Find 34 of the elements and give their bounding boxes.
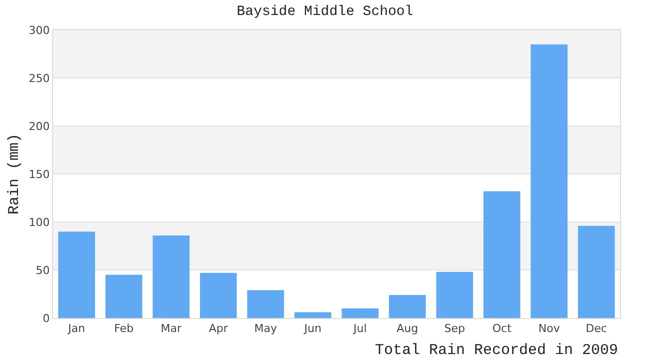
x-tick-label: Apr	[208, 322, 228, 336]
bar	[388, 294, 426, 318]
y-tick-label: 0	[42, 312, 50, 325]
y-tick-label: 100	[28, 216, 50, 229]
bar	[294, 312, 332, 318]
x-tick-label: Aug	[396, 322, 418, 336]
bar	[342, 308, 379, 318]
bar	[105, 274, 142, 318]
x-axis-title: Total Rain Recorded in 2009	[375, 342, 618, 359]
chart-title: Bayside Middle School	[236, 4, 414, 20]
x-tick-label: Jul	[352, 322, 367, 336]
bar	[530, 44, 568, 318]
bar	[200, 272, 237, 318]
bar	[247, 290, 284, 318]
x-tick-label: Jun	[303, 322, 322, 336]
x-tick-label: Dec	[586, 322, 608, 336]
y-tick-label: 250	[28, 72, 50, 85]
x-tick-label: Mar	[160, 322, 182, 336]
bar	[152, 235, 190, 318]
x-tick-label: Feb	[114, 322, 134, 336]
bar	[483, 191, 520, 318]
y-tick-label: 200	[28, 120, 50, 133]
x-tick-label: Nov	[538, 322, 560, 336]
y-tick-label: 300	[28, 24, 50, 37]
x-tick-label: Jan	[67, 322, 86, 336]
y-tick-label: 150	[28, 168, 50, 181]
y-axis-title: Rain (mm)	[6, 133, 24, 215]
x-tick-label: Sep	[444, 322, 466, 336]
bar	[436, 272, 474, 318]
bar	[58, 232, 96, 318]
bar	[578, 226, 615, 318]
x-tick-label: Oct	[492, 322, 512, 336]
y-tick-label: 50	[36, 264, 50, 277]
x-tick-label: May	[254, 322, 278, 336]
